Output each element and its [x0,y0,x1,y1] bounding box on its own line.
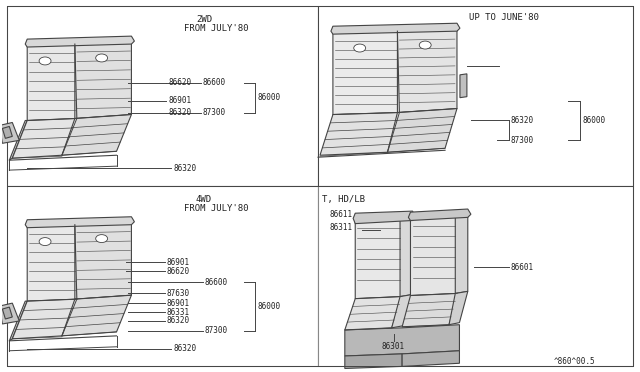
Polygon shape [408,209,471,221]
Text: 2WD: 2WD [196,15,212,24]
Bar [318,6,633,186]
Text: 86901: 86901 [168,96,191,105]
Text: 86901: 86901 [166,299,189,308]
Polygon shape [400,217,413,296]
Polygon shape [353,211,416,224]
Text: 86600: 86600 [203,78,226,87]
Polygon shape [3,126,12,138]
Polygon shape [392,295,413,328]
Text: 86000: 86000 [257,93,280,102]
Text: 86301: 86301 [381,342,404,351]
Polygon shape [345,354,402,369]
Polygon shape [397,28,457,113]
Polygon shape [10,121,28,160]
Polygon shape [402,351,460,366]
Bar [7,186,318,366]
Text: T, HD/LB: T, HD/LB [322,195,365,204]
Text: 86901: 86901 [166,258,189,267]
Text: 86600: 86600 [205,278,228,287]
Polygon shape [28,225,77,301]
Text: 86320: 86320 [166,317,189,326]
Text: FROM JULY'80: FROM JULY'80 [184,24,248,33]
Text: 86601: 86601 [511,263,534,272]
Polygon shape [3,307,12,319]
Polygon shape [25,36,134,47]
Text: 86620: 86620 [166,267,189,276]
Polygon shape [62,295,131,336]
Polygon shape [355,218,402,299]
Text: UP TO JUNE'80: UP TO JUNE'80 [469,13,539,22]
Text: 86000: 86000 [257,302,280,311]
Text: 87630: 87630 [166,289,189,298]
Polygon shape [333,31,399,115]
Text: 86320: 86320 [168,108,191,117]
Polygon shape [331,23,460,34]
Text: 86611: 86611 [330,210,353,219]
Polygon shape [0,303,19,324]
Ellipse shape [96,235,108,243]
Polygon shape [449,291,468,325]
Polygon shape [25,217,134,228]
Polygon shape [12,299,77,339]
Text: 86320: 86320 [173,164,196,173]
Ellipse shape [419,41,431,49]
Ellipse shape [39,57,51,65]
Text: 86331: 86331 [166,308,189,317]
Text: ^860^00.5: ^860^00.5 [553,357,595,366]
Text: 4WD: 4WD [196,195,212,204]
Bar [7,6,318,186]
Polygon shape [460,74,467,98]
Ellipse shape [39,238,51,246]
Polygon shape [402,294,458,327]
Ellipse shape [354,44,365,52]
Polygon shape [345,296,402,330]
Text: 87300: 87300 [205,326,228,336]
Polygon shape [62,115,131,155]
Text: 86311: 86311 [330,223,353,232]
Polygon shape [12,119,77,158]
Ellipse shape [96,54,108,62]
Polygon shape [345,325,460,356]
Polygon shape [387,109,457,152]
Text: 86000: 86000 [582,116,605,125]
Text: 86320: 86320 [511,116,534,125]
Polygon shape [455,214,468,294]
Polygon shape [0,122,19,143]
Polygon shape [410,215,458,295]
Polygon shape [75,222,131,299]
Text: 87300: 87300 [203,108,226,117]
Polygon shape [320,113,399,155]
Polygon shape [75,41,131,119]
Text: 87300: 87300 [511,136,534,145]
Text: 86320: 86320 [173,344,196,353]
Text: FROM JULY'80: FROM JULY'80 [184,204,248,213]
Polygon shape [10,301,28,341]
Bar [318,186,633,366]
Polygon shape [28,44,77,121]
Text: 86620: 86620 [168,78,191,87]
